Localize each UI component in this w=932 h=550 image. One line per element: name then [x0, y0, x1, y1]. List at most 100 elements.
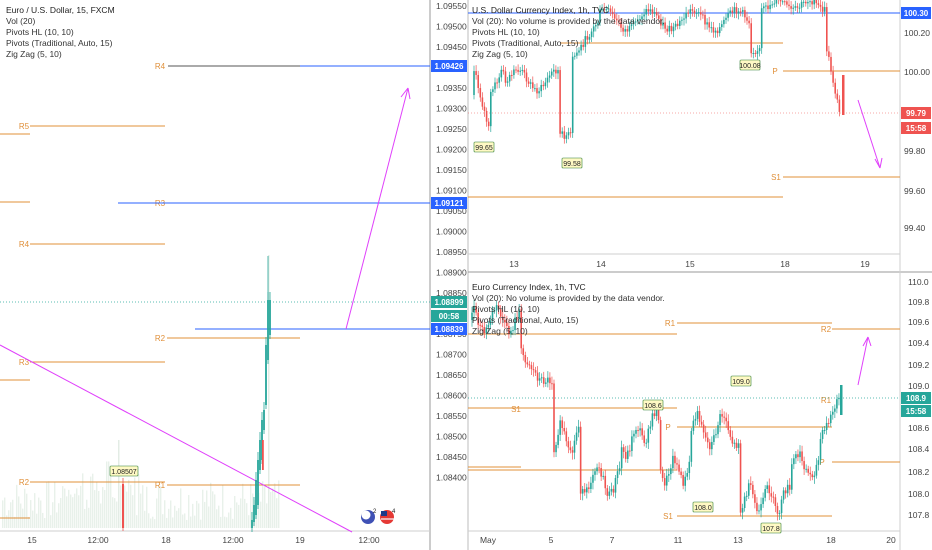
dxy-candle	[523, 69, 526, 73]
dxy-ytick-label: 99.80	[904, 146, 926, 156]
dxy-candle	[660, 18, 662, 26]
dxy-indicator-zigzag[interactable]: Zig Zag (5, 10)	[472, 49, 528, 59]
eurusd-indicator-pivots-hl[interactable]: Pivots HL (10, 10)	[6, 27, 74, 37]
eurx-candle	[719, 414, 721, 426]
eurusd-ytick-label: 1.08450	[436, 452, 467, 462]
dxy-candle	[815, 0, 818, 4]
dxy-candle	[578, 50, 580, 53]
dxy-candle	[546, 77, 549, 83]
dxy-candle	[763, 6, 765, 9]
eurx-xtick-label: 18	[826, 535, 836, 545]
eurx-candle	[741, 508, 744, 513]
eurx-indicator-pivots-traditional[interactable]: Pivots (Traditional, Auto, 15)	[472, 315, 579, 325]
dxy-candle	[611, 11, 614, 15]
eurx-candle	[592, 474, 594, 483]
eurx-candle	[485, 327, 488, 334]
dxy-candle	[702, 14, 704, 16]
eurusd-volume-bar	[18, 496, 20, 528]
eurusd-volume-bar	[154, 519, 156, 528]
eurx-candle	[571, 450, 574, 453]
eurusd-volume-bar	[192, 503, 194, 528]
eurx-price-badge	[901, 392, 931, 404]
eurx-candle	[821, 430, 824, 439]
eurusd-volume-bar	[262, 481, 264, 528]
eurx-pivot-label: S1	[511, 405, 521, 414]
dxy-candle	[559, 70, 561, 134]
eurusd-volume-bar	[68, 489, 70, 528]
eurusd-volume-bar	[170, 500, 172, 528]
dxy-pivot-value-text: 99.65	[475, 145, 493, 152]
eurusd-price-badge	[431, 323, 467, 335]
eurusd-price-badge	[431, 296, 467, 308]
eurx-candle	[801, 451, 803, 462]
eurusd-indicator-pivots-traditional[interactable]: Pivots (Traditional, Auto, 15)	[6, 38, 113, 48]
eurx-candle	[610, 488, 613, 492]
eurx-xtick-label: 20	[886, 535, 896, 545]
dxy-candle	[483, 106, 486, 111]
dxy-candle	[555, 69, 557, 74]
eurusd-volume-bar	[176, 510, 178, 528]
dxy-projection-arrow	[857, 99, 881, 169]
dxy-candle	[479, 88, 482, 98]
dxy-pivot-value-box	[561, 157, 583, 169]
eurx-candle	[471, 312, 473, 320]
dxy-indicator-pivots-hl[interactable]: Pivots HL (10, 10)	[472, 27, 540, 37]
eurx-indicator-vol[interactable]: Vol (20): No volume is provided by the d…	[472, 293, 665, 303]
eurusd-pivot-value-tag: 1.08507	[109, 465, 139, 477]
dxy-xtick-label: 13	[509, 259, 519, 269]
eurx-candle	[545, 382, 547, 384]
eurusd-volume-bar	[88, 507, 90, 528]
dxy-candle	[733, 7, 736, 13]
eurusd-volume-bar	[276, 498, 278, 528]
eurx-candle	[538, 378, 541, 381]
eurusd-indicator-zigzag[interactable]: Zig Zag (5, 10)	[6, 49, 62, 59]
dxy-candle	[592, 26, 595, 32]
eurx-ytick-label: 108.6	[908, 423, 930, 433]
eurusd-volume-bar	[148, 513, 150, 528]
eurx-candle	[706, 437, 709, 443]
eurusd-volume-bar	[16, 484, 18, 528]
eurx-candle	[688, 461, 691, 474]
dxy-candle	[750, 23, 752, 54]
dxy-candle	[645, 9, 647, 15]
eurusd-pivot-value-box	[109, 465, 139, 477]
eurusd-volume-bar	[94, 490, 96, 528]
dxy-pivot-value-box	[473, 141, 495, 153]
eurusd-candle	[269, 300, 271, 335]
eurx-candle	[557, 434, 559, 445]
dxy-candle	[670, 25, 673, 32]
eurusd-volume-bar	[76, 488, 78, 528]
eurusd-volume-bar	[82, 473, 84, 528]
eurx-candle	[563, 428, 566, 432]
eurx-candle	[700, 421, 703, 425]
eurusd-volume-bar	[228, 512, 230, 528]
eurusd-volume-bar	[144, 510, 146, 528]
eurx-chart: 110.0 109.8 109.6 109.4 109.2 109.0 108.6 108.4…	[468, 277, 931, 545]
eurusd-price-badge	[431, 60, 467, 72]
eurusd-volume-bar	[36, 513, 38, 528]
eurusd-price-badge-text: 1.08899	[435, 298, 464, 307]
eurx-candle	[655, 410, 658, 417]
dxy-indicator-pivots-traditional[interactable]: Pivots (Traditional, Auto, 15)	[472, 38, 579, 48]
eurx-candle	[680, 471, 682, 476]
dxy-pivot-value-text: 99.58	[563, 161, 581, 168]
eurusd-volume-bar	[182, 514, 184, 528]
dxy-candle	[618, 20, 620, 23]
eurx-indicator-zigzag[interactable]: Zig Zag (5, 10)	[472, 326, 528, 336]
dxy-candle	[769, 4, 771, 10]
eurx-candle	[672, 455, 674, 469]
eurx-candle	[713, 435, 715, 442]
eurusd-volume-bar	[140, 493, 142, 528]
dxy-indicator-vol[interactable]: Vol (20): No volume is provided by the d…	[472, 16, 665, 26]
dxy-candle	[830, 56, 832, 72]
eurusd-indicator-vol[interactable]: Vol (20)	[6, 16, 36, 26]
eurx-candle	[565, 431, 568, 442]
eurx-candle	[549, 377, 551, 384]
eurx-indicator-pivots-hl[interactable]: Pivots HL (10, 10)	[472, 304, 540, 314]
eurx-candle	[817, 460, 820, 465]
eurx-pivot-value-box	[642, 399, 664, 411]
eurx-candle	[622, 447, 625, 452]
dxy-xtick-label: 14	[596, 259, 606, 269]
eurx-candle	[575, 432, 578, 441]
